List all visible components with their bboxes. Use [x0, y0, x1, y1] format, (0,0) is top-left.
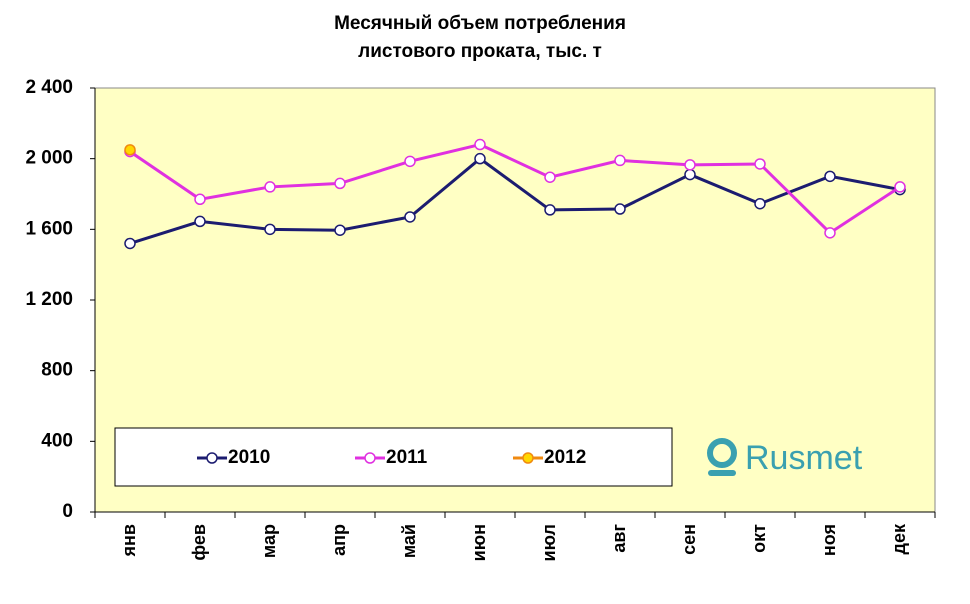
- marker: [264, 181, 276, 193]
- series-line: [129, 142, 901, 235]
- marker: [194, 193, 206, 206]
- series-line: [129, 156, 901, 245]
- x-tick-label: июл: [539, 524, 559, 561]
- y-tick-label: 2 400: [25, 77, 73, 98]
- logo-icon: [708, 470, 736, 476]
- legend-marker: [206, 452, 218, 464]
- x-tick-label: дек: [889, 523, 909, 554]
- legend-label: 2011: [386, 447, 428, 468]
- marker: [404, 155, 416, 168]
- marker: [334, 224, 346, 236]
- marker: [894, 181, 906, 193]
- legend-label: 2012: [544, 447, 586, 468]
- marker: [474, 138, 486, 151]
- marker: [264, 223, 276, 236]
- y-tick-label: 400: [41, 430, 73, 451]
- marker: [614, 203, 626, 215]
- marker: [334, 177, 346, 190]
- chart-title: листового проката, тыс. т: [358, 41, 602, 62]
- marker: [684, 159, 696, 171]
- x-tick-label: сен: [679, 524, 699, 555]
- marker: [824, 170, 836, 183]
- marker: [474, 152, 486, 165]
- y-tick-label: 0: [62, 501, 73, 522]
- legend-label: 2010: [228, 447, 270, 468]
- marker: [754, 197, 766, 210]
- y-tick-label: 1 200: [25, 289, 73, 310]
- marker: [684, 168, 696, 181]
- x-tick-label: авг: [609, 524, 629, 553]
- chart-title: Месячный объем потребления: [334, 13, 626, 34]
- x-tick-label: окт: [749, 524, 769, 553]
- x-tick-label: мар: [259, 524, 279, 558]
- y-tick-label: 2 000: [25, 148, 73, 169]
- legend-marker: [522, 452, 534, 464]
- x-tick-label: фев: [189, 524, 209, 561]
- marker: [824, 227, 836, 239]
- marker: [194, 215, 206, 228]
- x-tick-label: янв: [119, 524, 139, 557]
- marker: [544, 204, 556, 216]
- x-tick-label: ноя: [819, 524, 839, 556]
- marker: [614, 154, 626, 167]
- legend-marker: [364, 452, 376, 464]
- marker: [544, 171, 556, 183]
- x-tick-label: апр: [329, 524, 349, 556]
- logo: Rusmet: [745, 439, 863, 477]
- marker: [404, 211, 416, 223]
- x-tick-label: июн: [469, 524, 489, 561]
- x-tick-label: май: [399, 524, 419, 558]
- marker: [754, 158, 766, 170]
- y-tick-label: 1 600: [25, 218, 73, 239]
- logo-icon: [707, 438, 737, 468]
- y-tick-label: 800: [41, 360, 73, 381]
- marker: [124, 144, 136, 156]
- marker: [124, 237, 136, 250]
